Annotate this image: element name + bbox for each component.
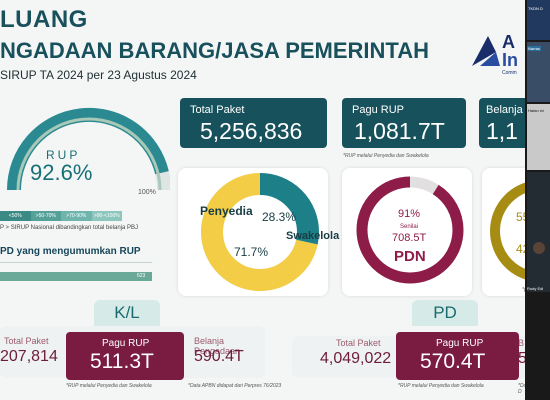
penyedia-donut bbox=[201, 173, 319, 291]
rup-gauge bbox=[7, 107, 170, 191]
opd-value: 623 bbox=[137, 273, 146, 279]
penyedia-label: Penyedia bbox=[200, 204, 253, 218]
pd-pagu-value: 570.4T bbox=[420, 350, 486, 373]
pagu-rup-value: 1,081.7T bbox=[354, 118, 445, 144]
logo: A In Comm bbox=[470, 30, 525, 76]
pd-pagu-card: Pagu RUP 570.4T bbox=[396, 332, 519, 380]
kl-total-paket-value: 207,814 bbox=[0, 348, 58, 365]
penyedia-swakelola-panel: Penyedia 28.3% Swakelola 71.7% bbox=[178, 168, 339, 296]
kl-total-paket-label: Total Paket bbox=[4, 336, 49, 346]
kl-pagu-value: 511.3T bbox=[90, 350, 154, 373]
page-title-line2: NGADAAN BARANG/JASA PEMERINTAH bbox=[0, 38, 430, 63]
gauge-note: P > SIRUP Nasional dibandingkan total be… bbox=[0, 225, 139, 231]
logo-mark-icon bbox=[472, 36, 500, 66]
pd-belanja-label: B bbox=[518, 338, 525, 348]
video-tile[interactable]: Hatan ini bbox=[527, 104, 550, 170]
legend-item: >90-<100% bbox=[91, 211, 122, 221]
pd-total-paket-label: Total Paket bbox=[336, 338, 381, 348]
video-badge: Narras bbox=[527, 46, 542, 51]
tab-pd[interactable]: PD bbox=[412, 300, 478, 326]
pd-pagu-label: Pagu RUP bbox=[436, 338, 484, 349]
total-paket-label: Total Paket bbox=[190, 104, 245, 116]
swakelola-value: 28.3% bbox=[262, 210, 297, 224]
logo-tagline: Comm bbox=[502, 70, 517, 76]
video-name-label: Rudy Edi bbox=[527, 286, 544, 291]
total-paket-card: Total Paket 5,256,836 bbox=[180, 98, 327, 148]
belanja-value: 1,1 bbox=[486, 118, 518, 144]
pd-belanja-value: 5 bbox=[518, 350, 527, 367]
pd-pagu-note: *RUP melalui Penyedia dan Swakelola bbox=[398, 383, 484, 389]
opd-progress-bar bbox=[0, 272, 152, 281]
gauge-fill bbox=[7, 107, 169, 191]
kl-belanja-value: 590.4T bbox=[194, 348, 244, 365]
gauge-legend: <50% >50-70% >70-90% >90-<100% bbox=[0, 211, 122, 221]
pdn-senilai-label: Senilai bbox=[400, 224, 419, 230]
legend-item: >70-90% bbox=[61, 211, 92, 221]
video-tile[interactable]: TKDN D bbox=[527, 0, 550, 40]
pdn-label: PDN bbox=[394, 248, 426, 265]
video-tile[interactable]: Rudy Edi bbox=[527, 172, 550, 292]
gauge-end-label: 100% bbox=[138, 189, 156, 196]
opd-label: PD yang mengumumkan RUP bbox=[0, 246, 141, 257]
legend-item: >50-70% bbox=[30, 211, 61, 221]
swakelola-label: Swakelola bbox=[286, 230, 340, 242]
kl-belanja-note: *Data APBN didapat dari Perpres 76/2023 bbox=[188, 383, 282, 389]
pdn-pct: 91% bbox=[398, 208, 421, 220]
legend-item: <50% bbox=[0, 211, 31, 221]
logo-text-b: In bbox=[502, 50, 518, 70]
pagu-rup-label: Pagu RUP bbox=[352, 104, 404, 116]
gauge-value: 92.6% bbox=[30, 160, 93, 185]
pd-total-paket-value: 4,049,022 bbox=[320, 350, 392, 367]
avatar bbox=[533, 242, 545, 254]
swakelola-slice bbox=[201, 173, 319, 291]
pdn-arc bbox=[356, 176, 464, 284]
pagu-rup-note: *RUP melalui Penyedia dan Swakelola bbox=[343, 153, 429, 159]
kl-pagu-card: Pagu RUP 511.3T bbox=[66, 332, 184, 380]
video-tile[interactable]: Narras bbox=[527, 42, 550, 102]
gauge-inner-ring bbox=[16, 117, 162, 191]
pdn-value: 708.5T bbox=[392, 232, 427, 244]
tab-kl[interactable]: K/L bbox=[94, 300, 160, 326]
divider bbox=[0, 262, 152, 263]
video-participant-strip[interactable]: TKDN D Narras Hatan ini Rudy Edi bbox=[525, 0, 550, 400]
penyedia-value: 71.7% bbox=[234, 245, 269, 259]
pdn-donut bbox=[356, 176, 464, 284]
logo-text-a: A bbox=[502, 32, 515, 52]
page-title-line1: LUANG bbox=[0, 6, 88, 33]
video-mid-label: Hatan ini bbox=[528, 108, 544, 113]
page-subtitle: SIRUP TA 2024 per 23 Agustus 2024 bbox=[0, 68, 197, 82]
pdn-panel: 91% Senilai 708.5T PDN bbox=[342, 168, 472, 296]
belanja-label: Belanja bbox=[486, 104, 523, 116]
kl-belanja-label: Belanja Pengadaan bbox=[194, 336, 241, 356]
kl-pagu-note: *RUP melalui Penyedia dan Swakelola bbox=[66, 383, 152, 389]
total-paket-value: 5,256,836 bbox=[200, 118, 303, 144]
pagu-rup-card: Pagu RUP 1,081.7T bbox=[342, 98, 466, 148]
kl-pagu-label: Pagu RUP bbox=[102, 338, 150, 349]
gauge-label: RUP bbox=[46, 148, 81, 162]
video-top-label: TKDN D bbox=[528, 6, 543, 11]
